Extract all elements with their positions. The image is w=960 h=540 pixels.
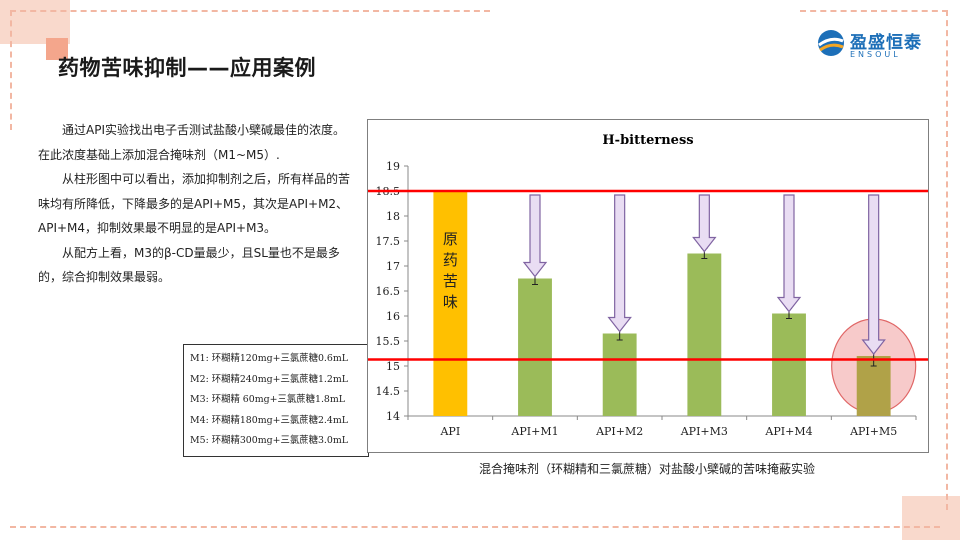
logo-english-name: ENSOUL (850, 50, 901, 59)
bitterness-chart-svg: H-bitterness1414.51515.51616.51717.51818… (368, 133, 928, 438)
legend-item-m2: M2: 环糊精240mg+三氯蔗糖1.2mL (190, 373, 348, 385)
y-tick-label: 16.5 (376, 285, 401, 298)
bar-api-m4 (772, 313, 806, 416)
bar-api-m3 (687, 253, 722, 416)
x-tick-label: API (439, 425, 460, 438)
bar-api (433, 191, 468, 416)
dashed-frame-right (946, 10, 948, 510)
dashed-frame-top (10, 10, 490, 12)
logo-sphere-icon (818, 30, 844, 56)
dashed-frame-top-right (800, 10, 948, 12)
y-tick-label: 15 (386, 360, 400, 373)
y-tick-label: 15.5 (376, 335, 401, 348)
bitterness-chart: H-bitterness1414.51515.51616.51717.51818… (367, 119, 929, 453)
legend-item-m3: M3: 环糊精 60mg+三氯蔗糖1.8mL (190, 394, 346, 406)
x-tick-label: API+M1 (510, 425, 558, 438)
page-title: 药物苦味抑制——应用案例 (58, 56, 316, 80)
bar-api-m1 (518, 278, 552, 416)
chart-title: H-bitterness (602, 133, 693, 148)
reduction-arrow (692, 194, 717, 253)
y-tick-label: 17.5 (376, 235, 401, 248)
x-tick-label: API+M5 (849, 425, 897, 438)
reduction-arrow (861, 194, 886, 355)
y-tick-label: 14.5 (376, 385, 401, 398)
legend-item-m1: M1: 环糊精120mg+三氯蔗糖0.6mL (190, 353, 348, 364)
y-tick-label: 17 (386, 260, 400, 273)
y-tick-label: 14 (386, 410, 400, 423)
x-tick-label: API+M4 (764, 425, 812, 438)
chart-caption: 混合掩味剂（环糊精和三氯蔗糖）对盐酸小檗碱的苦味掩蔽实验 (478, 462, 815, 476)
dashed-frame-left (10, 10, 12, 130)
company-logo: 盈盛恒泰 ENSOUL (816, 24, 936, 68)
api-bar-label: 原药苦味 (443, 230, 458, 311)
y-tick-label: 19 (386, 160, 400, 173)
description-text: 通过API实验找出电子舌测试盐酸小檗碱最佳的浓度。在此浓度基础上添加混合掩味剂（… (38, 118, 350, 290)
title-accent-square (46, 38, 68, 60)
x-tick-label: API+M3 (680, 425, 728, 438)
y-tick-label: 16 (386, 310, 400, 323)
legend-item-m4: M4: 环糊精180mg+三氯蔗糖2.4mL (190, 414, 348, 426)
y-tick-label: 18 (386, 210, 400, 223)
reduction-arrow (776, 194, 802, 313)
bar-api-m2 (602, 333, 637, 416)
corner-decoration-bottom-right (902, 496, 960, 540)
legend-item-m5: M5: 环糊精300mg+三氯蔗糖3.0mL (190, 435, 348, 447)
description-paragraph-3: 从配方上看，M3的β-CD量最少，且SL量也不是最多的，综合抑制效果最弱。 (38, 245, 340, 285)
reduction-arrow (607, 194, 632, 333)
dashed-frame-bottom (10, 526, 940, 528)
x-tick-label: API+M2 (595, 425, 643, 438)
reduction-arrow (522, 194, 548, 278)
description-paragraph-2: 从柱形图中可以看出，添加抑制剂之后，所有样品的苦味均有所降低，下降最多的是API… (38, 172, 351, 235)
logo-chinese-name: 盈盛恒泰 (850, 33, 922, 53)
description-paragraph-1: 通过API实验找出电子舌测试盐酸小檗碱最佳的浓度。在此浓度基础上添加混合掩味剂（… (38, 123, 345, 162)
formulation-legend: M1: 环糊精120mg+三氯蔗糖0.6mL M2: 环糊精240mg+三氯蔗糖… (183, 344, 369, 457)
